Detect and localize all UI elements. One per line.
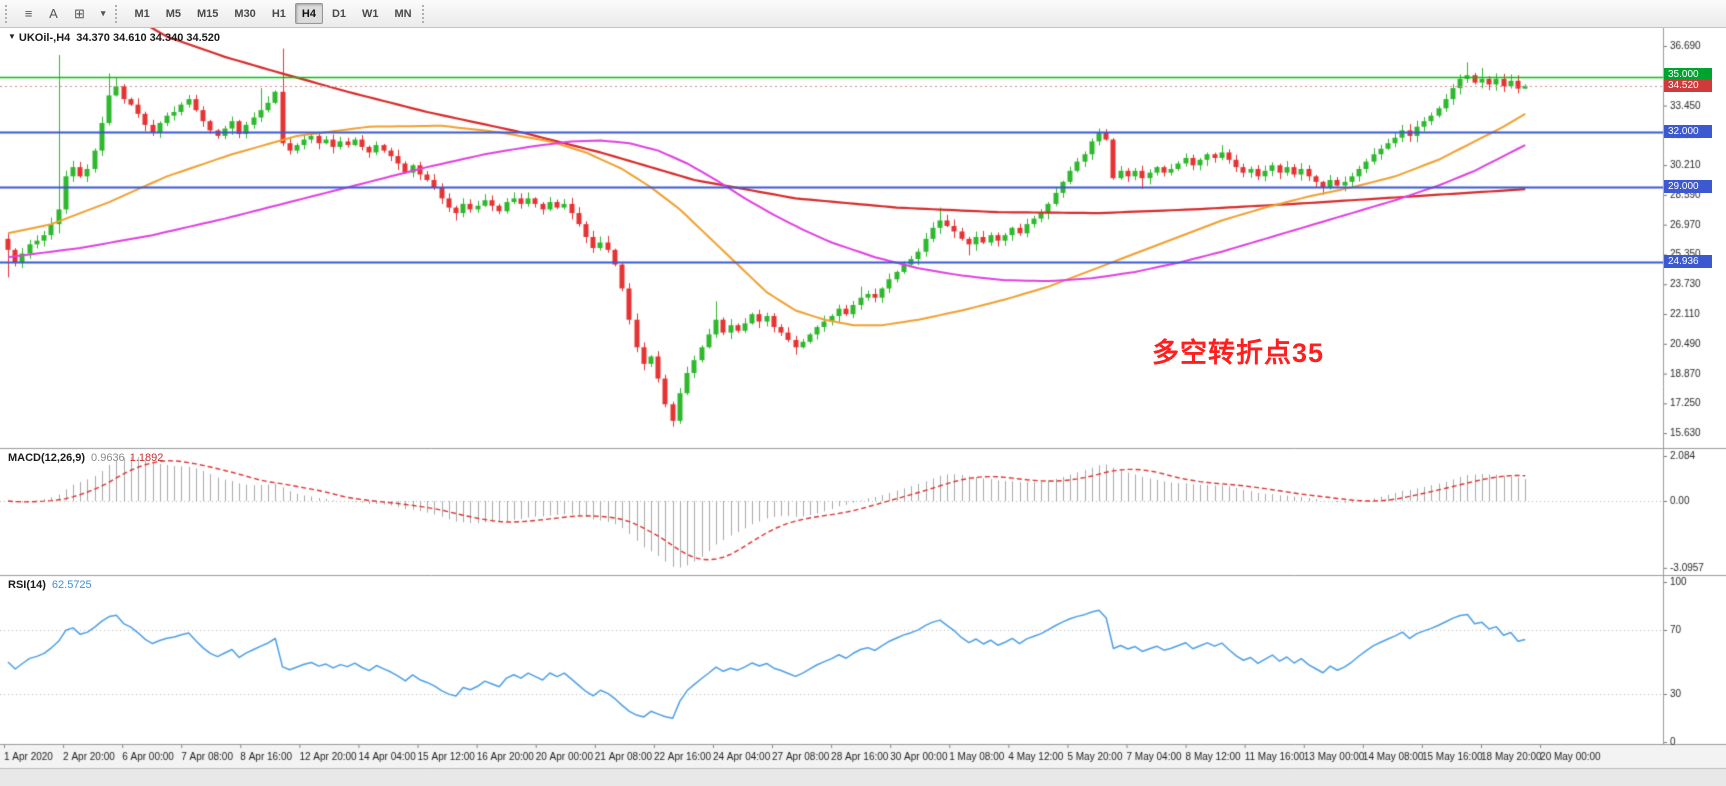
timeframe-toolbar: M1 M5 M15 M30 H1 H4 D1 W1 MN bbox=[126, 3, 419, 24]
timeframe-button-m1[interactable]: M1 bbox=[127, 3, 156, 24]
toolbar-drag-handle[interactable] bbox=[5, 4, 11, 23]
templates-icon[interactable]: ⊞ bbox=[67, 3, 92, 24]
chart-region: ▼ UKOil-,H4 34.370 34.610 34.340 34.520 MA… bbox=[0, 28, 1726, 786]
current-price-badge: 34.520 bbox=[1664, 79, 1712, 92]
timeframe-button-m30[interactable]: M30 bbox=[227, 3, 262, 24]
price-line-badge-32.000: 32.000 bbox=[1664, 125, 1712, 138]
price-line-badge-35.000: 35.000 bbox=[1664, 68, 1712, 81]
chevron-down-icon[interactable]: ▾ bbox=[94, 3, 113, 24]
price-line-badge-29.000: 29.000 bbox=[1664, 180, 1712, 193]
toolbar: ≡ A ⊞ ▾ M1 M5 M15 M30 H1 H4 D1 W1 MN bbox=[0, 0, 1726, 28]
timeframe-button-d1[interactable]: D1 bbox=[325, 3, 353, 24]
charts-menu-icon[interactable]: ≡ bbox=[17, 3, 40, 24]
toolbar-icon-group: ≡ A ⊞ bbox=[16, 3, 93, 24]
timeframe-toolbar-drag-handle[interactable] bbox=[115, 4, 121, 23]
chart-canvas[interactable] bbox=[0, 28, 1726, 786]
timeframe-button-mn[interactable]: MN bbox=[388, 3, 419, 24]
timeframe-button-h1[interactable]: H1 bbox=[265, 3, 293, 24]
price-line-badge-24.936: 24.936 bbox=[1664, 255, 1712, 268]
timeframe-button-m15[interactable]: M15 bbox=[190, 3, 225, 24]
toolbar-end-handle[interactable] bbox=[421, 4, 428, 23]
timeframe-button-w1[interactable]: W1 bbox=[355, 3, 386, 24]
timeframe-button-h4[interactable]: H4 bbox=[294, 3, 323, 24]
crosshair-tool-icon[interactable]: A bbox=[42, 3, 65, 24]
timeframe-button-m5[interactable]: M5 bbox=[159, 3, 188, 24]
